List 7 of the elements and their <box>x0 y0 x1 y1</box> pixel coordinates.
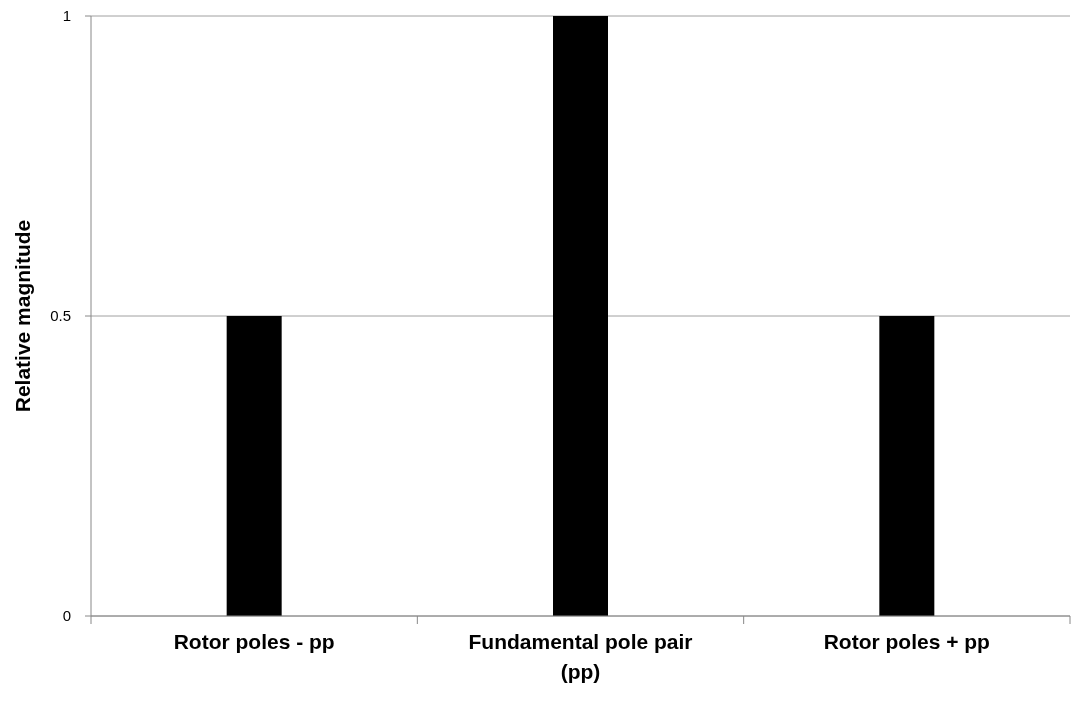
x-tick-label: Rotor poles - pp <box>173 630 335 653</box>
y-axis-title: Relative magnitude <box>11 219 34 413</box>
x-tick-label: Rotor poles + pp <box>823 630 990 653</box>
x-tick-label: Fundamental pole pair (pp) <box>468 630 693 683</box>
y-tick-label: 0 <box>62 607 71 625</box>
y-tick-label: 0.5 <box>50 307 71 325</box>
y-tick-label: 1 <box>62 7 71 25</box>
